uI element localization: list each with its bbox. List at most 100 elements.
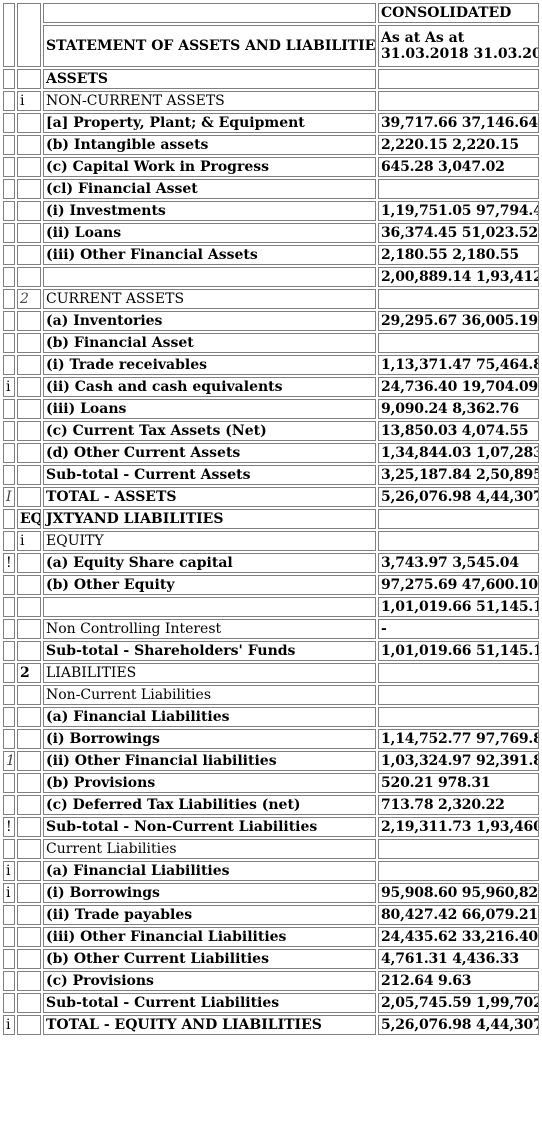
statement-row: Non-Current Liabilities — [3, 685, 539, 705]
statement-row: (iii) Other Financial Liabilities 24,435.… — [3, 927, 539, 947]
row-section-number — [17, 157, 41, 177]
row-margin-mark — [3, 773, 15, 793]
row-value — [378, 179, 539, 199]
statement-row: (i) Investments 1,19,751.05 97,794.49 — [3, 201, 539, 221]
row-value — [378, 707, 539, 727]
row-value — [378, 69, 539, 89]
row-margin-mark: i — [3, 883, 15, 903]
row-value: 95,908.60 95,960,82 — [378, 883, 539, 903]
row-label: (c) Provisions — [43, 971, 376, 991]
statement-row: (c) Capital Work in Progress 645.28 3,047… — [3, 157, 539, 177]
statement-row: (a) Inventories 29,295.67 36,005.19 — [3, 311, 539, 331]
statement-row: i (i) Borrowings 95,908.60 95,960,82 — [3, 883, 539, 903]
row-margin-mark — [3, 619, 15, 639]
row-value — [378, 509, 539, 529]
row-value: 520.21 978.31 — [378, 773, 539, 793]
row-label: (b) Other Current Liabilities — [43, 949, 376, 969]
statement-title: STATEMENT OF ASSETS AND LIABILITIES — [43, 25, 376, 67]
row-label: Sub-total - Current Liabilities — [43, 993, 376, 1013]
statement-row: 2 CURRENT ASSETS — [3, 289, 539, 309]
row-label: (a) Financial Liabilities — [43, 861, 376, 881]
row-section-number: EQ — [17, 509, 41, 529]
row-label: Current Liabilities — [43, 839, 376, 859]
as-at-line: As at As at — [381, 30, 465, 46]
row-label: (a) Equity Share capital — [43, 553, 376, 573]
row-margin-mark — [3, 949, 15, 969]
row-value — [378, 839, 539, 859]
row-section-number — [17, 245, 41, 265]
row-section-number — [17, 839, 41, 859]
statement-row: EQ JXTYAND LIABILITIES — [3, 509, 539, 529]
row-section-number — [17, 949, 41, 969]
row-value: 2,05,745.59 1,99,702.39 — [378, 993, 539, 1013]
statement-row: Sub-total - Shareholders' Funds 1,01,019.… — [3, 641, 539, 661]
row-label — [43, 267, 376, 287]
row-margin-mark — [3, 113, 15, 133]
period-header: As at As at 31.03.2018 31.03.2017 — [378, 25, 539, 67]
row-section-number — [17, 619, 41, 639]
row-value: 24,435.62 33,216.40 — [378, 927, 539, 947]
row-margin-mark — [3, 795, 15, 815]
row-value: 2,220.15 2,220.15 — [378, 135, 539, 155]
row-value — [378, 289, 539, 309]
row-section-number — [17, 707, 41, 727]
row-margin-mark: 1 — [3, 751, 15, 771]
row-margin-mark — [3, 663, 15, 683]
row-label: (i) Borrowings — [43, 883, 376, 903]
statement-row: (ii) Trade payables 80,427.42 66,079.21 — [3, 905, 539, 925]
row-label: TOTAL - EQUITY AND LIABILITIES — [43, 1015, 376, 1035]
row-label: (i) Borrowings — [43, 729, 376, 749]
statement-row: (i) Borrowings 1,14,752.77 97,769.80 — [3, 729, 539, 749]
statement-row: Non Controlling Interest - — [3, 619, 539, 639]
row-margin-mark — [3, 839, 15, 859]
row-label: (iii) Loans — [43, 399, 376, 419]
statement-row: ! Sub-total - Non-Current Liabilities 2,19… — [3, 817, 539, 837]
statement-row: Sub-total - Current Liabilities 2,05,745.… — [3, 993, 539, 1013]
row-section-number — [17, 751, 41, 771]
statement-row: (b) Intangible assets 2,220.15 2,220.15 — [3, 135, 539, 155]
row-margin-mark — [3, 531, 15, 551]
row-section-number — [17, 267, 41, 287]
row-value: 24,736.40 19,704.09 — [378, 377, 539, 397]
row-section-number — [17, 993, 41, 1013]
statement-row: i (a) Financial Liabilities — [3, 861, 539, 881]
row-section-number — [17, 861, 41, 881]
row-label: (a) Financial Liabilities — [43, 707, 376, 727]
row-margin-mark — [3, 135, 15, 155]
row-label: (iii) Other Financial Liabilities — [43, 927, 376, 947]
row-section-number — [17, 113, 41, 133]
row-section-number — [17, 553, 41, 573]
statement-row: 2,00,889.14 1,93,412.37 — [3, 267, 539, 287]
row-margin-mark — [3, 927, 15, 947]
row-section-number — [17, 971, 41, 991]
row-label: (b) Financial Asset — [43, 333, 376, 353]
row-label: EQUITY — [43, 531, 376, 551]
row-value: 5,26,076.98 4,44,307.66 — [378, 487, 539, 507]
statement-row: 2 LIABILITIES — [3, 663, 539, 683]
row-margin-mark — [3, 223, 15, 243]
row-label: (b) Provisions — [43, 773, 376, 793]
statement-row: 1,01,019.66 51,145.14 — [3, 597, 539, 617]
statement-row: (iii) Other Financial Assets 2,180.55 2,1… — [3, 245, 539, 265]
statement-row: (ii) Loans 36,374.45 51,023.52 — [3, 223, 539, 243]
row-value: 1,01,019.66 51,145.14 — [378, 641, 539, 661]
row-margin-mark — [3, 157, 15, 177]
row-margin-mark — [3, 443, 15, 463]
row-value: 645.28 3,047.02 — [378, 157, 539, 177]
row-value: 13,850.03 4,074.55 — [378, 421, 539, 441]
row-section-number — [17, 333, 41, 353]
row-section-number — [17, 311, 41, 331]
row-value: 3,743.97 3,545.04 — [378, 553, 539, 573]
row-label: NON-CURRENT ASSETS — [43, 91, 376, 111]
statement-row: i TOTAL - EQUITY AND LIABILITIES 5,26,076.… — [3, 1015, 539, 1035]
row-section-number — [17, 641, 41, 661]
statement-table: CONSOLIDATED STATEMENT OF ASSETS AND LIA… — [1, 1, 541, 1037]
statement-row: (iii) Loans 9,090.24 8,362.76 — [3, 399, 539, 419]
row-margin-mark — [3, 993, 15, 1013]
row-label: Non-Current Liabilities — [43, 685, 376, 705]
row-margin-mark — [3, 289, 15, 309]
row-section-number — [17, 135, 41, 155]
row-margin-mark — [3, 575, 15, 595]
row-section-number — [17, 399, 41, 419]
